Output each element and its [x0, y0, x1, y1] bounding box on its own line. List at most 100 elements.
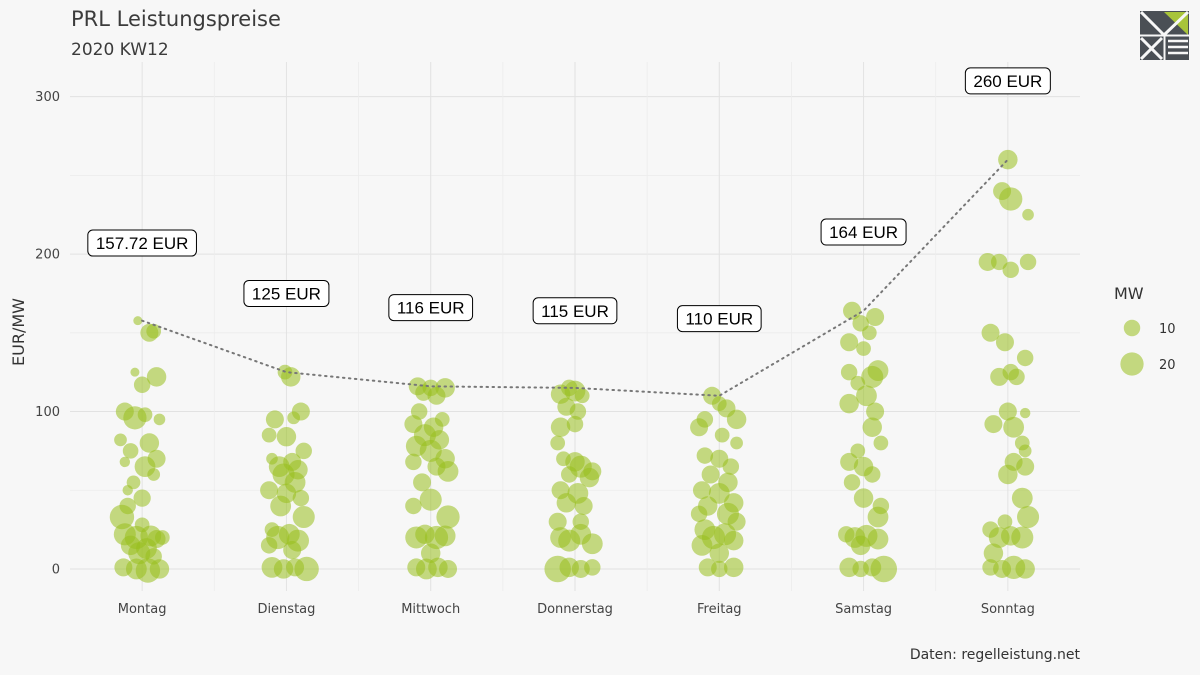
data-point: [998, 149, 1018, 170]
x-tick-label: Freitag: [697, 602, 742, 617]
data-point: [1008, 368, 1025, 386]
data-point: [999, 187, 1023, 211]
max-price-label-box: [388, 294, 474, 322]
company-logo: [1140, 11, 1189, 60]
max-price-label: 157.72 EUR: [87, 229, 197, 257]
data-point: [119, 456, 131, 468]
data-point: [413, 473, 432, 492]
data-point: [856, 341, 871, 356]
data-point: [1002, 261, 1019, 279]
data-point: [122, 485, 133, 496]
data-point: [861, 365, 884, 388]
y-tick-label: 0: [52, 562, 60, 577]
data-point: [1019, 253, 1037, 271]
data-point: [437, 460, 459, 482]
data-source-caption: Daten: regelleistung.net: [909, 647, 1080, 663]
chart-title: PRL Leistungspreise: [71, 7, 281, 31]
data-point: [990, 367, 1009, 386]
data-point: [722, 458, 740, 475]
data-point: [439, 559, 458, 578]
data-point: [1018, 444, 1032, 458]
data-point: [730, 436, 743, 450]
data-point: [283, 541, 302, 560]
data-point: [139, 433, 160, 453]
max-price-label-text: 116 EUR: [397, 299, 465, 318]
data-point: [984, 415, 1003, 434]
data-point: [866, 402, 885, 421]
data-point: [998, 464, 1018, 485]
max-price-label: 110 EUR: [676, 305, 762, 333]
chart-subtitle: 2020 KW12: [71, 40, 169, 60]
data-point: [840, 452, 859, 471]
data-point: [405, 453, 422, 471]
data-point: [853, 488, 874, 508]
data-point: [870, 555, 898, 583]
data-point: [556, 493, 577, 513]
data-point: [709, 543, 730, 563]
data-point: [292, 505, 315, 529]
data-point: [997, 514, 1013, 530]
data-point: [696, 447, 714, 464]
max-price-label-text: 164 EUR: [829, 223, 898, 242]
y-tick-label: 100: [35, 405, 60, 420]
data-point: [690, 505, 708, 523]
data-point: [726, 409, 747, 430]
data-point: [692, 481, 711, 500]
data-point: [153, 413, 166, 426]
data-point: [1011, 487, 1033, 509]
data-point: [294, 556, 319, 582]
data-point: [1017, 505, 1040, 529]
data-point: [995, 333, 1014, 352]
data-point: [419, 488, 442, 511]
data-point: [856, 385, 877, 407]
x-axis-ticks: Montag Dienstag Mittwoch Donnerstag Freitag S…: [118, 602, 1035, 617]
data-point: [128, 542, 151, 565]
data-point: [569, 403, 587, 420]
data-point: [1015, 559, 1035, 579]
legend-label: 10: [1159, 322, 1176, 337]
max-price-label-text: 157.72 EUR: [96, 234, 189, 253]
data-point: [566, 415, 584, 433]
legend-key: [1123, 319, 1141, 337]
legend: MW 10 20: [1114, 284, 1176, 376]
data-point: [843, 474, 861, 491]
x-tick-label: Montag: [118, 602, 167, 617]
data-point: [867, 506, 889, 528]
data-point: [146, 323, 162, 339]
max-price-label-box: [87, 229, 197, 257]
data-point: [1016, 457, 1035, 476]
data-point: [574, 496, 593, 515]
max-price-label-box: [820, 218, 907, 246]
data-point: [146, 367, 167, 387]
data-point: [981, 323, 1000, 342]
data-point: [701, 465, 720, 484]
data-point: [261, 427, 277, 443]
max-price-label: 125 EUR: [243, 279, 330, 307]
x-tick-label: Samstag: [835, 602, 892, 617]
data-point: [691, 534, 713, 556]
data-point: [1019, 407, 1031, 419]
data-point: [998, 402, 1017, 421]
data-point: [260, 481, 279, 500]
data-point: [708, 482, 730, 504]
max-price-label: 116 EUR: [388, 294, 474, 322]
data-point: [711, 560, 728, 578]
data-point: [436, 505, 460, 529]
data-point: [581, 533, 603, 555]
max-price-label-box: [532, 297, 618, 325]
data-point: [723, 530, 744, 551]
x-tick-label: Mittwoch: [401, 602, 460, 617]
x-tick-label: Donnerstag: [537, 602, 613, 617]
data-point: [434, 525, 456, 547]
data-point: [265, 410, 284, 429]
data-point: [295, 442, 312, 460]
data-point: [114, 433, 127, 447]
data-point: [147, 468, 161, 481]
data-point: [1022, 208, 1034, 221]
data-point: [550, 417, 571, 437]
data-point: [550, 435, 566, 451]
data-point: [861, 325, 877, 341]
data-point: [714, 427, 730, 443]
data-point: [122, 443, 139, 459]
max-price-label-box: [243, 279, 330, 307]
